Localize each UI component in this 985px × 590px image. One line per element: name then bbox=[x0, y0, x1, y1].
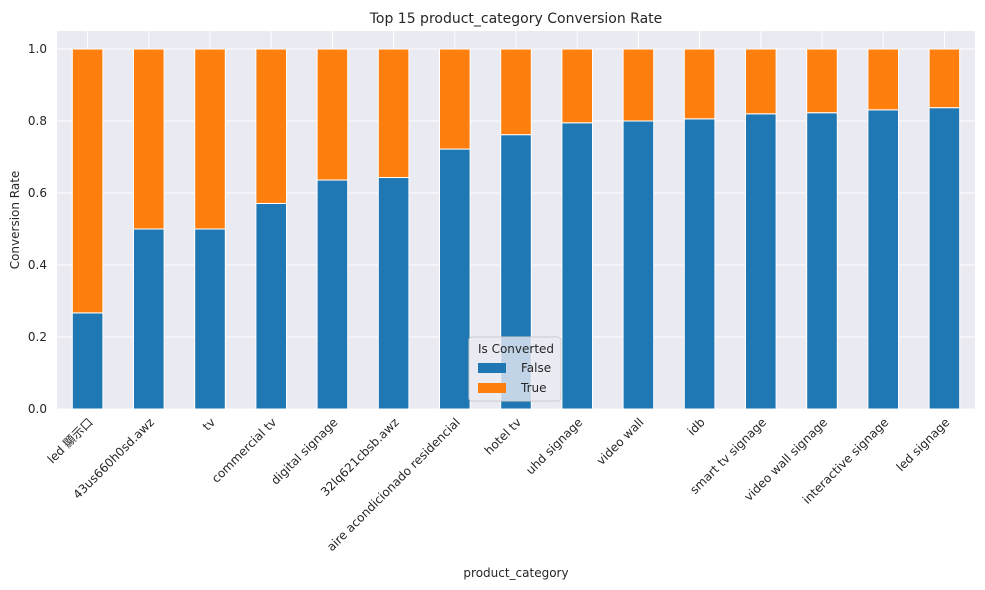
chart-title: Top 15 product_category Conversion Rate bbox=[369, 11, 663, 27]
y-tick-label: 0.8 bbox=[28, 114, 47, 128]
x-tick-label: uhd signage bbox=[523, 415, 585, 477]
bar-true-6 bbox=[439, 48, 471, 150]
legend: Is Converted False True bbox=[468, 336, 562, 402]
bar-false-2 bbox=[194, 228, 226, 410]
bar-true-7 bbox=[500, 48, 532, 136]
x-tick-label: led 顯示口 bbox=[45, 415, 96, 466]
y-tick-label: 0.6 bbox=[28, 186, 47, 200]
bar-true-12 bbox=[806, 48, 838, 114]
bar-false-14 bbox=[928, 107, 961, 410]
bar-true-5 bbox=[377, 48, 410, 179]
x-tick-label: idb bbox=[685, 415, 708, 438]
x-tick-label: tv bbox=[200, 415, 218, 433]
bar-true-11 bbox=[745, 48, 777, 115]
x-axis-label: product_category bbox=[463, 566, 568, 580]
y-tick-label: 0.2 bbox=[28, 330, 47, 344]
bar-true-3 bbox=[255, 48, 287, 204]
y-tick-labels: 0.0 0.2 0.4 0.6 0.8 1.0 bbox=[28, 42, 47, 416]
bar-false-4 bbox=[316, 179, 349, 410]
x-tick-label: commercial tv bbox=[209, 415, 279, 485]
y-tick-label: 0.4 bbox=[28, 258, 47, 272]
bar-true-9 bbox=[622, 48, 655, 122]
bar-false-5 bbox=[377, 177, 410, 410]
bar-true-8 bbox=[561, 48, 594, 124]
y-axis-label: Conversion Rate bbox=[8, 171, 22, 270]
bar-true-2 bbox=[194, 48, 226, 230]
bar-true-13 bbox=[867, 48, 900, 111]
bar-true-10 bbox=[683, 48, 716, 120]
bar-false-3 bbox=[255, 202, 287, 410]
bar-false-8 bbox=[561, 122, 594, 410]
bar-false-1 bbox=[133, 228, 165, 410]
bars bbox=[71, 48, 961, 410]
bar-false-6 bbox=[439, 148, 471, 410]
bar-false-13 bbox=[867, 109, 900, 410]
bar-true-4 bbox=[316, 48, 349, 181]
bar-true-0 bbox=[71, 48, 104, 314]
legend-swatch-true bbox=[478, 383, 506, 393]
bar-false-9 bbox=[622, 120, 655, 410]
bar-false-11 bbox=[745, 113, 777, 410]
x-tick-label: aire acondicionado residencial bbox=[324, 415, 463, 554]
legend-label-false: False bbox=[521, 361, 551, 375]
y-tick-label: 0.0 bbox=[28, 402, 47, 416]
bar-false-0 bbox=[71, 312, 104, 410]
legend-swatch-false bbox=[478, 363, 506, 373]
legend-title: Is Converted bbox=[478, 342, 554, 356]
bar-true-14 bbox=[928, 48, 961, 109]
x-tick-label: video wall bbox=[594, 415, 647, 468]
legend-label-true: True bbox=[520, 381, 547, 395]
bar-false-12 bbox=[806, 112, 838, 410]
y-tick-label: 1.0 bbox=[28, 42, 47, 56]
bar-false-10 bbox=[683, 118, 716, 410]
x-tick-label: led signage bbox=[894, 415, 953, 474]
x-tick-label: hotel tv bbox=[482, 415, 524, 457]
bar-true-1 bbox=[133, 48, 165, 230]
